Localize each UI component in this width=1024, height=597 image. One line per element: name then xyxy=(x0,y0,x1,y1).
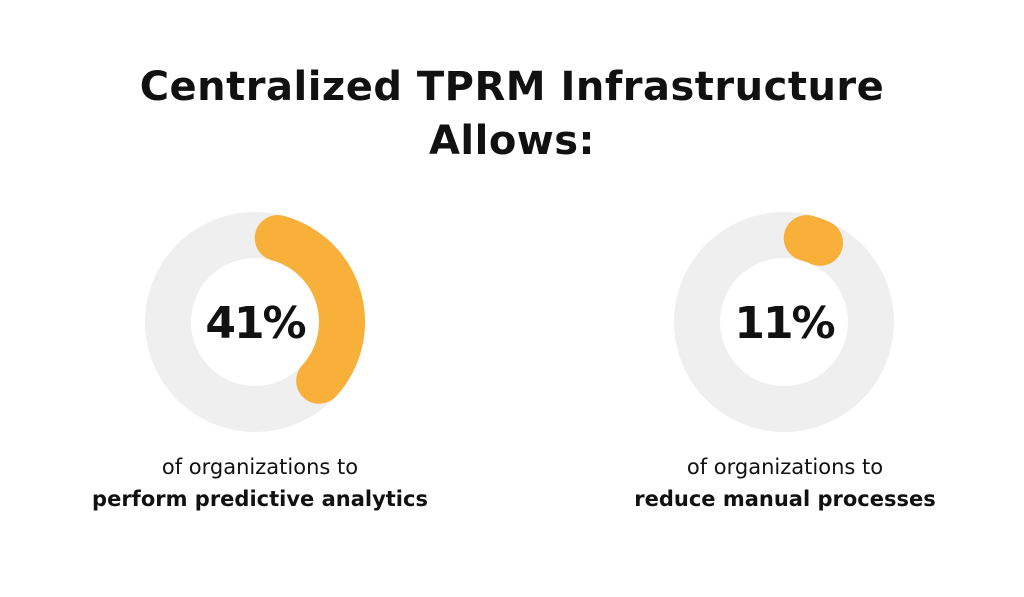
donut-chart-predictive-analytics: 41% xyxy=(145,212,365,432)
caption-line-2: reduce manual processes xyxy=(634,487,936,511)
title-line-1: Centralized TPRM Infrastructure xyxy=(139,64,885,110)
caption-manual-processes: of organizations to reduce manual proces… xyxy=(565,451,1005,515)
caption-line-2: perform predictive analytics xyxy=(92,487,428,511)
donut-chart-manual-processes: 11% xyxy=(674,212,894,432)
page-title: Centralized TPRM Infrastructure Allows: xyxy=(0,60,1024,168)
donut-value-label: 11% xyxy=(734,298,834,349)
donut-value-arc xyxy=(783,215,844,266)
donut-value-arc xyxy=(254,215,365,404)
caption-line-1: of organizations to xyxy=(161,455,359,479)
caption-line-1: of organizations to xyxy=(686,455,884,479)
caption-predictive-analytics: of organizations to perform predictive a… xyxy=(40,451,480,515)
title-line-2: Allows: xyxy=(428,118,596,164)
donut-value-label: 41% xyxy=(205,298,305,349)
